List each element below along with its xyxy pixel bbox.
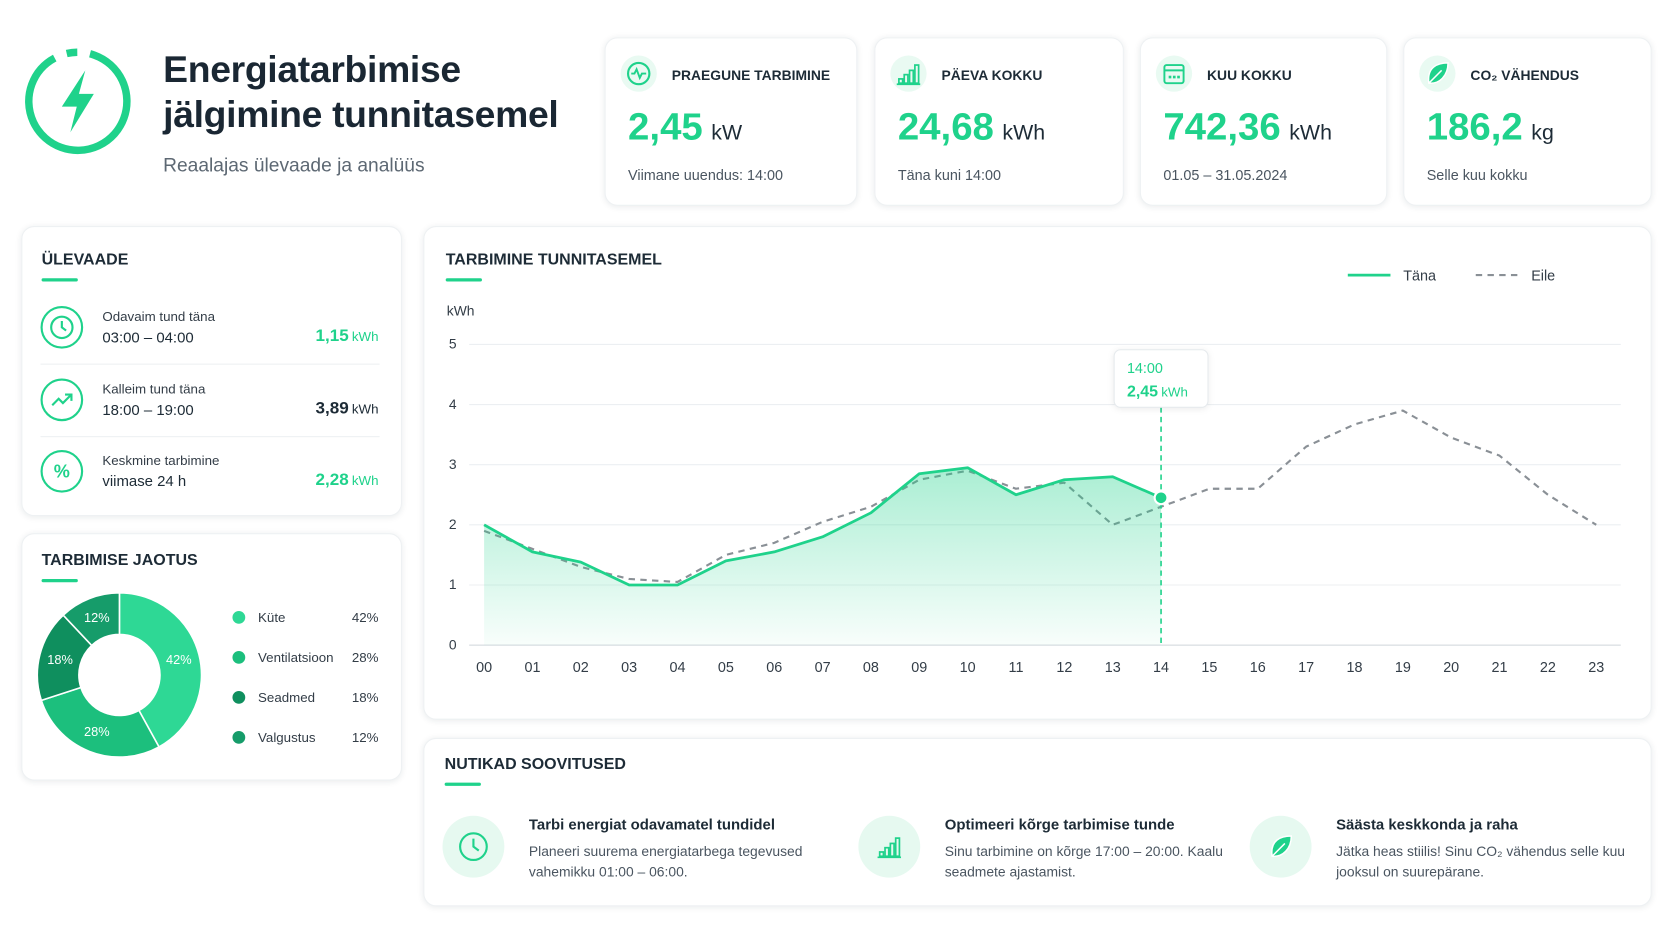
recommendation-text: Jätka heas stiilis! Sinu CO₂ vähendus se…: [1336, 843, 1626, 880]
recommendation-title: Tarbi energiat odavamatel tundidel: [528, 815, 775, 833]
overview-item: Kalleim tund täna 18:00 – 19:00: [102, 382, 205, 418]
recommendations-card: [423, 737, 1652, 907]
overview-title: ÜLEVAADE: [41, 250, 129, 269]
logo: [25, 48, 131, 155]
kpi-number: 186,2: [1426, 104, 1523, 149]
overview-unit: kWh: [351, 473, 379, 489]
recommendation: Säästa keskkonda ja raha Jätka heas stiil…: [1336, 816, 1645, 882]
overview-label: Odavaim tund täna: [102, 309, 215, 325]
overview-unit: kWh: [351, 329, 379, 345]
overview-card: [21, 226, 402, 517]
kpi-value: 24,68 kWh: [898, 104, 1045, 149]
kpi-note: Viimane uuendus: 14:00: [628, 167, 784, 184]
overview-item: Keskmine tarbimine viimase 24 h: [102, 453, 219, 489]
overview-detail: 03:00 – 04:00: [102, 328, 194, 346]
kpi-unit: kWh: [1002, 121, 1046, 146]
overview-label: Keskmine tarbimine: [102, 453, 220, 469]
kpi-unit: kg: [1531, 121, 1554, 146]
overview-number: 1,15: [315, 327, 349, 346]
kpi-label: KUU KOKKU: [1207, 67, 1292, 84]
chart-card: [423, 226, 1652, 720]
recommendation: Tarbi energiat odavamatel tundidel Planee…: [529, 816, 838, 882]
distribution-card: [21, 533, 402, 781]
kpi-label: PÄEVA KOKKU: [941, 67, 1043, 84]
recommendation-title: Optimeeri kõrge tarbimise tunde: [944, 815, 1175, 833]
kpi-value: 186,2 kg: [1427, 104, 1554, 149]
kpi-note: 01.05 – 31.05.2024: [1163, 167, 1288, 184]
overview-item: Odavaim tund täna 03:00 – 04:00: [102, 309, 215, 345]
kpi-value: 2,45 kW: [628, 104, 742, 149]
kpi-unit: kW: [711, 121, 743, 146]
chart-title: TARBIMINE TUNNITASEMEL: [445, 250, 662, 269]
overview-number: 3,89: [315, 399, 349, 418]
overview-value: 2,28 kWh: [251, 471, 379, 490]
recommendations-title: NUTIKAD SOOVITUSED: [444, 754, 626, 774]
kpi-value: 742,36 kWh: [1163, 104, 1332, 149]
overview-detail: 18:00 – 19:00: [102, 400, 194, 418]
kpi-number: 24,68: [897, 104, 994, 149]
overview-value: 1,15 kWh: [251, 327, 379, 346]
kpi-label: CO₂ VÄHENDUS: [1470, 67, 1580, 84]
subtitle: Reaalajas ülevaade ja analüüs: [163, 154, 425, 176]
recommendation-title: Säästa keskkonda ja raha: [1336, 815, 1518, 833]
overview-detail: viimase 24 h: [102, 472, 187, 490]
title: Energiatarbimise jälgimine tunnitasemel: [163, 49, 559, 136]
overview-number: 2,28: [315, 471, 349, 490]
distribution-title: TARBIMISE JAOTUS: [41, 551, 198, 570]
recommendation: Optimeeri kõrge tarbimise tunde Sinu tarb…: [945, 816, 1254, 882]
kpi-note: Selle kuu kokku: [1426, 167, 1528, 184]
kpi-number: 742,36: [1163, 104, 1281, 149]
kpi-number: 2,45: [628, 104, 703, 149]
overview-label: Kalleim tund täna: [102, 381, 206, 397]
kpi-unit: kWh: [1289, 121, 1332, 146]
kpi-note: Täna kuni 14:00: [897, 167, 1002, 184]
recommendation-text: Sinu tarbimine on kõrge 17:00 – 20:00. K…: [944, 843, 1223, 880]
overview-unit: kWh: [351, 401, 379, 417]
recommendation-text: Planeeri suurema energiatarbega tegevuse…: [528, 843, 803, 880]
overview-value: 3,89 kWh: [251, 399, 379, 419]
kpi-label: PRAEGUNE TARBIMINE: [671, 67, 831, 84]
